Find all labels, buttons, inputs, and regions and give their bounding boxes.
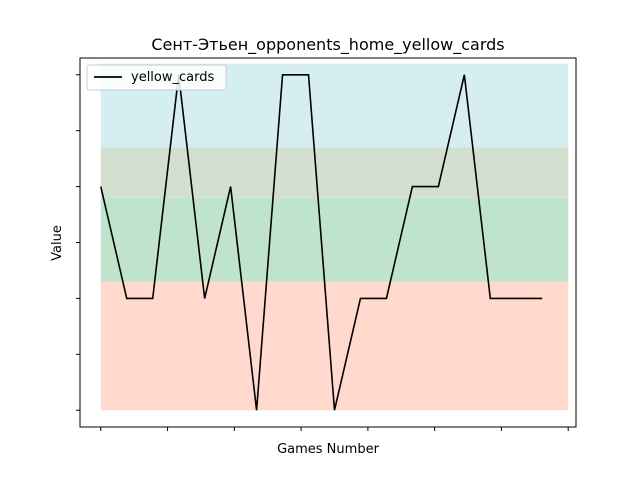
x-axis-label: Games Number	[277, 442, 379, 457]
background-bands	[101, 64, 568, 411]
chart-title: Сент-Этьен_opponents_home_yellow_cards	[151, 35, 504, 55]
background-band-2	[101, 147, 568, 197]
y-axis-label: Value	[50, 225, 65, 261]
legend: yellow_cards	[87, 65, 226, 90]
background-band-1	[101, 198, 568, 282]
background-band-0	[101, 282, 568, 411]
legend-label-yellow-cards: yellow_cards	[131, 70, 214, 85]
